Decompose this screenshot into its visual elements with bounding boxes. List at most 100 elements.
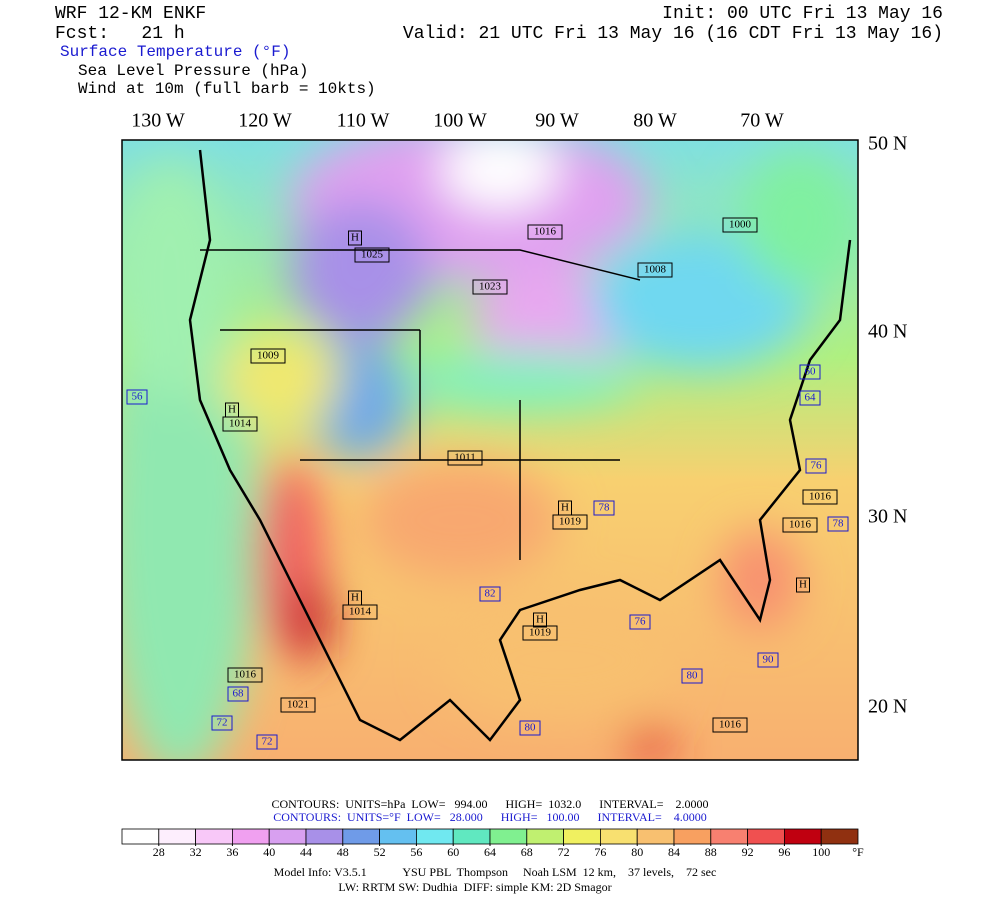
contour-info: CONTOURS: UNITS=°F LOW= 28.000 HIGH= 100… (273, 810, 706, 824)
label-box (757, 652, 779, 668)
colorbar-label: 68 (521, 845, 533, 859)
contour-info: CONTOURS: UNITS=hPa LOW= 994.00 HIGH= 10… (272, 797, 709, 811)
colorbar-swatch (379, 828, 417, 845)
pressure-label: 1011 (454, 452, 476, 464)
label-box (348, 230, 362, 246)
pressure-label: 1009 (257, 350, 280, 362)
valid-time: Valid: 21 UTC Fri 13 May 16 (16 CDT Fri … (403, 24, 943, 44)
latitude-label: 50 N (868, 133, 907, 155)
pressure-label: 1000 (729, 219, 752, 231)
forecast-hour: Fcst: 21 h (55, 24, 185, 44)
label-box (227, 686, 249, 702)
longitude-label: 100 W (433, 110, 487, 132)
colorbar-swatch (231, 828, 270, 845)
colorbar-label: 32 (190, 845, 202, 859)
colorbar-label: 44 (300, 845, 312, 859)
colorbar-label: 64 (484, 845, 496, 859)
label-box (805, 458, 827, 474)
label-box (479, 586, 501, 602)
longitude-label: 110 W (337, 110, 390, 132)
colorbar-label: 88 (705, 845, 717, 859)
field-name: Wind at 10m (full barb = 10kts) (78, 80, 376, 98)
longitude-label: 70 W (740, 110, 784, 132)
colorbar-label: 40 (263, 845, 275, 859)
label-box (227, 667, 263, 683)
label-box (280, 697, 316, 713)
colorbar-swatch (342, 828, 380, 845)
temperature-label: 72 (262, 736, 273, 748)
colorbar-label: 76 (594, 845, 606, 859)
colorbar-label: 28 (153, 845, 165, 859)
label-box (342, 604, 378, 620)
borders (200, 249, 641, 560)
label-box (593, 500, 615, 516)
label-box (256, 734, 278, 750)
temperature-label: 82 (485, 588, 496, 600)
pressure-label: H (228, 404, 236, 416)
pressure-label: H (536, 614, 544, 626)
coastline (188, 149, 852, 742)
temperature-label: 80 (525, 722, 537, 734)
colorbar-label: 56 (410, 845, 422, 859)
temperature-label: 76 (635, 616, 647, 628)
temperature-label: 90 (763, 654, 775, 666)
pressure-label: 1008 (644, 264, 667, 276)
label-box (533, 612, 547, 628)
colorbar-swatch (820, 828, 859, 845)
latitude-label: 20 N (868, 696, 907, 718)
label-box (681, 668, 703, 684)
colorbar-label: 100 (812, 845, 830, 859)
pressure-label: H (561, 502, 569, 514)
pressure-label: 1019 (559, 516, 582, 528)
temperature-label: 64 (805, 392, 817, 404)
colorbar-label: 92 (742, 845, 754, 859)
label-box (796, 577, 810, 593)
model-name: WRF 12-KM ENKF (55, 4, 206, 24)
colorbar-label: 72 (558, 845, 570, 859)
pressure-label: 1016 (534, 226, 557, 238)
label-box (354, 247, 390, 263)
colorbar-swatch (600, 828, 638, 845)
colorbar-swatch (710, 828, 748, 845)
temperature-label: 72 (217, 717, 228, 729)
colorbar-label: 96 (778, 845, 790, 859)
label-box (722, 217, 758, 233)
init-time: Init: 00 UTC Fri 13 May 16 (662, 4, 943, 24)
colorbar-swatch (121, 828, 160, 845)
colorbar-label: 84 (668, 845, 680, 859)
temperature-label: 78 (833, 518, 845, 530)
colorbar-unit: °F (852, 845, 864, 859)
label-box (799, 364, 821, 380)
colorbar-swatch (195, 828, 233, 845)
pressure-label: H (799, 579, 807, 591)
temperature-label: 68 (233, 688, 245, 700)
pressure-label: 1025 (361, 249, 384, 261)
pressure-label: 1016 (809, 491, 832, 503)
field-name: Sea Level Pressure (hPa) (78, 62, 308, 80)
colorbar-swatch (415, 828, 454, 845)
longitude-label: 120 W (238, 110, 292, 132)
label-box (782, 517, 818, 533)
pressure-label: H (351, 232, 359, 244)
label-box (712, 717, 748, 733)
colorbar-swatch (747, 828, 785, 845)
longitude-label: 80 W (633, 110, 677, 132)
colorbar-swatch (489, 828, 528, 845)
label-box (250, 348, 286, 364)
colorbar-swatch (563, 828, 601, 845)
label-box (629, 614, 651, 630)
colorbar-swatch (784, 828, 822, 845)
colorbar-label: 60 (447, 845, 459, 859)
pressure-label: 1016 (789, 519, 812, 531)
pressure-label: 1014 (349, 606, 372, 618)
label-box (222, 416, 258, 432)
temperature-label: 56 (132, 391, 144, 403)
pressure-label: H (351, 592, 359, 604)
colorbar-swatch (158, 828, 197, 845)
label-box (552, 514, 588, 530)
latitude-label: 40 N (868, 321, 907, 343)
colorbar-label: 52 (374, 845, 386, 859)
colorbar-label: 48 (337, 845, 349, 859)
label-box (211, 715, 233, 731)
